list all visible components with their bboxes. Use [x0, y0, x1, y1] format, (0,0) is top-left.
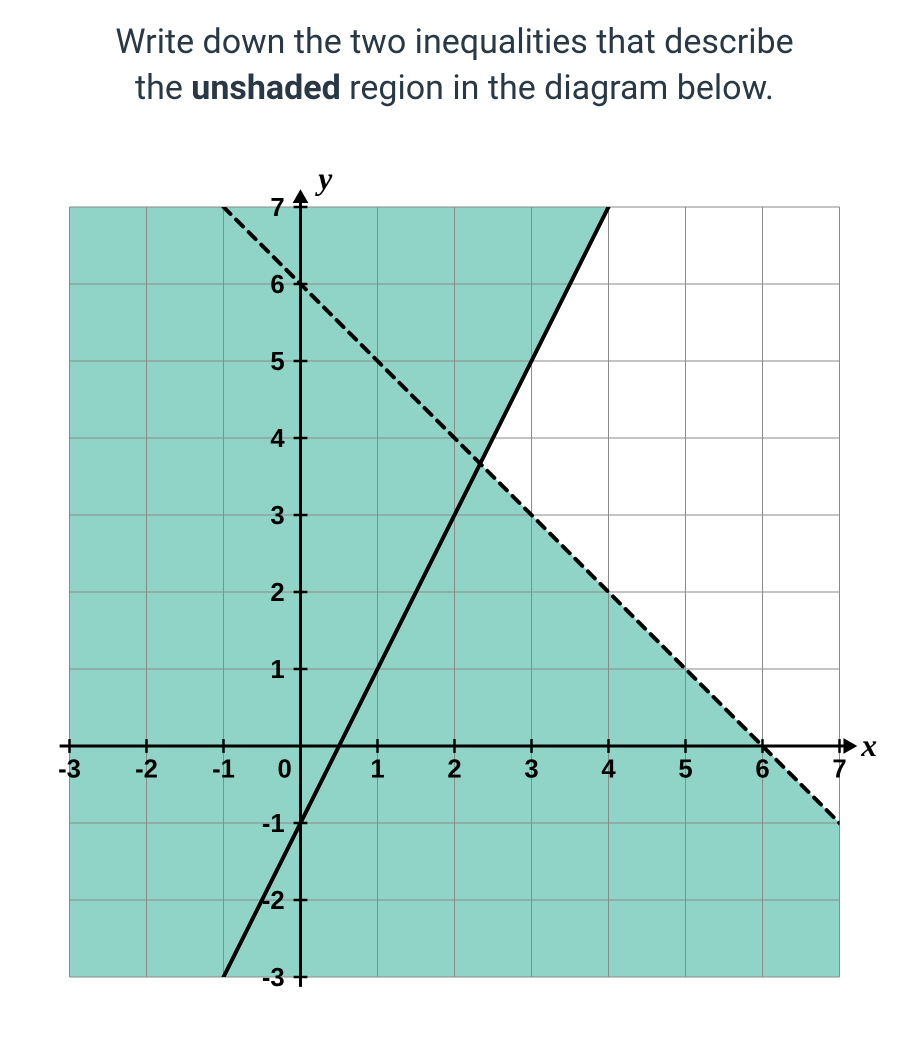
- svg-text:5: 5: [678, 755, 692, 783]
- svg-text:-3: -3: [58, 755, 81, 783]
- svg-text:6: 6: [270, 271, 284, 299]
- svg-text:0: 0: [278, 755, 292, 783]
- svg-text:3: 3: [270, 502, 284, 530]
- svg-text:-1: -1: [262, 810, 285, 838]
- q2-post: region in the diagram below.: [341, 68, 774, 108]
- svg-text:-2: -2: [135, 755, 158, 783]
- q2-bold: unshaded: [191, 68, 340, 108]
- q2-pre: the: [135, 68, 191, 108]
- svg-text:3: 3: [524, 755, 538, 783]
- svg-text:7: 7: [270, 194, 284, 222]
- svg-text:2: 2: [447, 755, 461, 783]
- svg-text:4: 4: [270, 425, 285, 453]
- svg-text:1: 1: [370, 755, 384, 783]
- svg-text:-3: -3: [262, 964, 285, 992]
- question-line2: the unshaded region in the diagram below…: [30, 66, 879, 112]
- svg-text:-1: -1: [212, 755, 235, 783]
- svg-text:y: y: [314, 162, 333, 196]
- svg-text:7: 7: [832, 755, 846, 783]
- question-text: Write down the two inequalities that des…: [30, 20, 879, 112]
- svg-text:4: 4: [601, 755, 616, 783]
- svg-text:x: x: [860, 728, 877, 763]
- svg-text:5: 5: [270, 348, 284, 376]
- svg-text:1: 1: [270, 656, 284, 684]
- svg-text:6: 6: [755, 755, 769, 783]
- question-line1: Write down the two inequalities that des…: [30, 20, 879, 66]
- inequality-chart: -3-2-101234567-3-2-11234567yx: [30, 162, 879, 1022]
- svg-text:2: 2: [270, 579, 284, 607]
